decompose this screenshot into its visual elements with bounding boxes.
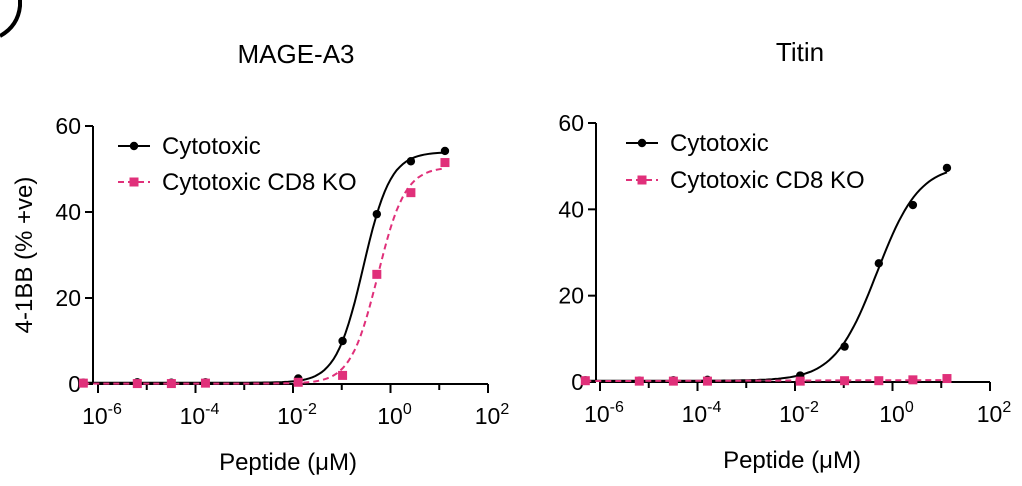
data-point	[166, 379, 176, 389]
data-point	[406, 157, 416, 166]
x-tick-label: 102	[977, 399, 1012, 427]
x-tick-label: 10-2	[779, 399, 819, 427]
data-point	[634, 376, 644, 386]
chart-panel-titin: Titin 0 20 40 60 10-6 10-4 10-2 100 102 Peptide (μ…	[558, 37, 1011, 474]
fit-curve	[83, 167, 446, 385]
legend-marker	[129, 141, 139, 151]
x-axis-label: Peptide (μM)	[723, 447, 861, 474]
y-axis-label: 4-1BB (% +ve)	[11, 177, 38, 334]
data-point	[338, 336, 347, 346]
data-point	[795, 376, 805, 386]
data-point	[440, 146, 450, 156]
data-point	[942, 374, 952, 384]
y-tick-label: 0	[68, 371, 81, 397]
chart-panel-mage-a3: MAGE-A3 0 20 40 60 10-6 10-4 10-2 100 102 Peptide …	[11, 39, 509, 476]
x-tick-label: 102	[475, 401, 510, 429]
legend-label: Cytotoxic CD8 KO	[670, 167, 865, 194]
data-point	[580, 376, 590, 386]
chart-title: MAGE-A3	[237, 39, 354, 69]
y-tick-label: 40	[558, 196, 584, 222]
y-tick-label: 40	[55, 199, 81, 225]
y-tick-label: 60	[558, 110, 584, 136]
legend-label: Cytotoxic	[670, 130, 769, 157]
legend-marker	[129, 177, 139, 187]
data-point	[840, 342, 849, 351]
data-point	[293, 377, 303, 387]
legend-marker	[637, 138, 647, 148]
data-point	[840, 376, 850, 386]
data-point	[908, 200, 918, 210]
data-point	[942, 163, 952, 173]
x-tick-label: 100	[377, 401, 412, 429]
data-point	[668, 376, 678, 386]
y-tick-label: 20	[558, 283, 584, 309]
x-axis-label: Peptide (μM)	[219, 449, 357, 476]
data-point	[132, 379, 142, 389]
chart-title: Titin	[776, 37, 824, 67]
data-point	[440, 158, 450, 168]
y-tick-label: 60	[55, 113, 81, 139]
panel-letter-fragment	[0, 0, 22, 38]
data-point	[372, 269, 382, 279]
data-point	[874, 376, 884, 386]
legend-marker	[637, 175, 647, 185]
x-tick-label: 10-6	[82, 401, 122, 429]
y-tick-label: 0	[571, 369, 584, 395]
x-tick-label: 10-4	[682, 399, 722, 427]
fit-curve	[585, 379, 947, 383]
legend-label: Cytotoxic CD8 KO	[162, 169, 357, 196]
series-cytotoxic-cd8-ko: Cytotoxic CD8 KO	[580, 167, 952, 386]
data-point	[874, 259, 884, 268]
y-tick-label: 20	[55, 285, 81, 311]
data-point	[406, 188, 416, 198]
data-point	[338, 370, 348, 380]
data-point	[372, 209, 382, 219]
x-tick-label: 10-2	[277, 401, 317, 429]
data-point	[200, 378, 210, 388]
x-tick-label: 100	[879, 399, 914, 427]
x-tick-label: 10-4	[180, 401, 220, 429]
data-point	[78, 378, 88, 388]
data-point	[702, 376, 712, 386]
legend-label: Cytotoxic	[162, 133, 261, 160]
x-tick-label: 10-6	[584, 399, 624, 427]
fit-curve	[585, 171, 948, 382]
series-cytotoxic-cd8-ko: Cytotoxic CD8 KO	[78, 158, 450, 389]
data-point	[908, 375, 918, 385]
